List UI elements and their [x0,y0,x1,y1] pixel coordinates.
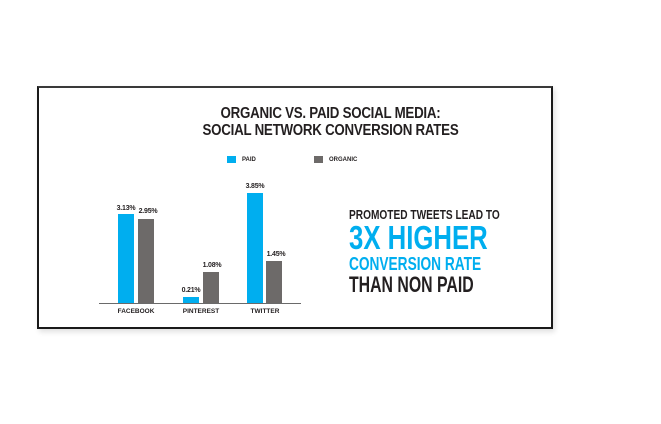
bar-facebook-paid [118,214,134,303]
value-twitter-organic: 1.45% [266,251,286,258]
value-twitter-paid: 3.85% [245,183,265,190]
callout-line3: CONVERSION RATE [349,253,482,274]
value-facebook-paid: 3.13% [116,205,136,212]
category-label-twitter: TWITTER [250,308,280,315]
callout-text: PROMOTED TWEETS LEAD TO 3X HIGHER CONVER… [349,207,500,297]
chart-title-line2: SOCIAL NETWORK CONVERSION RATES [202,122,459,139]
value-pinterest-paid: 0.21% [181,287,201,294]
bar-twitter-paid [247,193,263,303]
x-axis-line [99,303,301,304]
legend-label-paid: PAID [242,156,256,163]
callout-line1: PROMOTED TWEETS LEAD TO [349,207,500,222]
category-label-facebook: FACEBOOK [117,308,155,315]
bar-facebook-organic [138,219,154,303]
bar-pinterest-paid [183,297,199,303]
bar-twitter-organic [266,261,282,303]
value-pinterest-organic: 1.08% [202,262,222,269]
category-label-pinterest: PINTEREST [182,308,220,315]
callout-line4: THAN NON PAID [349,272,474,297]
legend-item-paid: PAID [227,156,256,163]
callout-line2: 3X HIGHER [349,219,488,256]
bar-pinterest-organic [203,272,219,303]
value-facebook-organic: 2.95% [138,208,158,215]
legend-swatch-paid [227,156,236,163]
legend-item-organic: ORGANIC [314,156,357,163]
chart-title-line1: ORGANIC VS. PAID SOCIAL MEDIA: [220,105,441,122]
legend-swatch-organic [314,156,323,163]
legend-label-organic: ORGANIC [329,156,358,163]
